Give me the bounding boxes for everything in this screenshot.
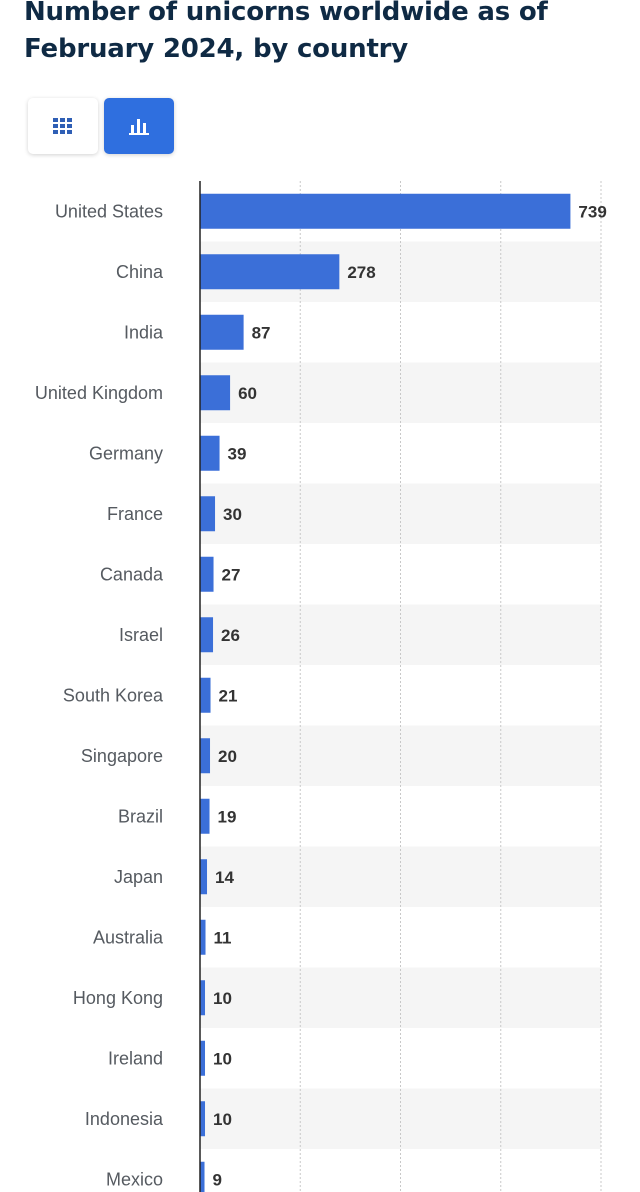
chart-view-button[interactable] — [104, 98, 174, 154]
chart-title: Number of unicorns worldwide as of Febru… — [24, 0, 548, 64]
category-label: Brazil — [118, 806, 163, 826]
category-label: Germany — [89, 443, 163, 463]
data-label: 30 — [223, 505, 242, 524]
category-label: United States — [55, 201, 163, 221]
data-label: 21 — [219, 686, 238, 705]
bar — [200, 1161, 205, 1192]
data-label: 27 — [222, 565, 241, 584]
bar — [200, 1101, 206, 1137]
data-label: 26 — [221, 626, 240, 645]
category-label: Singapore — [81, 746, 163, 766]
bar — [200, 919, 206, 955]
data-label: 60 — [238, 384, 257, 403]
category-label: China — [116, 262, 164, 282]
bar — [200, 556, 214, 592]
bar — [200, 617, 214, 653]
bar — [200, 859, 208, 895]
category-label: United Kingdom — [35, 383, 163, 403]
category-label: Israel — [119, 625, 163, 645]
category-label: Australia — [93, 927, 164, 947]
category-label: Ireland — [108, 1048, 163, 1068]
data-label: 278 — [347, 263, 375, 282]
data-label: 11 — [214, 928, 232, 947]
bar — [200, 1040, 206, 1076]
data-label: 739 — [578, 202, 606, 221]
data-label: 10 — [213, 1110, 232, 1129]
table-view-button[interactable] — [28, 98, 98, 154]
data-label: 39 — [228, 444, 247, 463]
row-band — [200, 846, 601, 907]
bar — [200, 677, 211, 713]
bar — [200, 254, 340, 290]
category-label: India — [124, 322, 164, 342]
data-label: 20 — [218, 747, 237, 766]
category-label: Japan — [114, 867, 163, 887]
grid-icon — [53, 118, 72, 134]
bar — [200, 435, 220, 471]
bar — [200, 980, 206, 1016]
data-label: 14 — [215, 868, 234, 887]
category-label: Canada — [100, 564, 164, 584]
category-label: Indonesia — [85, 1109, 164, 1129]
category-label: Mexico — [106, 1169, 163, 1189]
bar — [200, 738, 211, 774]
data-label: 10 — [213, 1049, 232, 1068]
row-band — [200, 362, 601, 423]
bar-chart-icon — [129, 119, 149, 135]
bar — [200, 193, 571, 229]
category-label: South Korea — [63, 685, 164, 705]
data-label: 19 — [218, 807, 237, 826]
category-label: France — [107, 504, 163, 524]
bar — [200, 314, 244, 350]
bar — [200, 798, 210, 834]
row-band — [200, 725, 601, 786]
data-label: 9 — [213, 1170, 222, 1189]
category-label: Hong Kong — [73, 988, 163, 1008]
bar — [200, 375, 231, 411]
data-label: 10 — [213, 989, 232, 1008]
data-label: 87 — [252, 323, 271, 342]
bar — [200, 496, 216, 532]
